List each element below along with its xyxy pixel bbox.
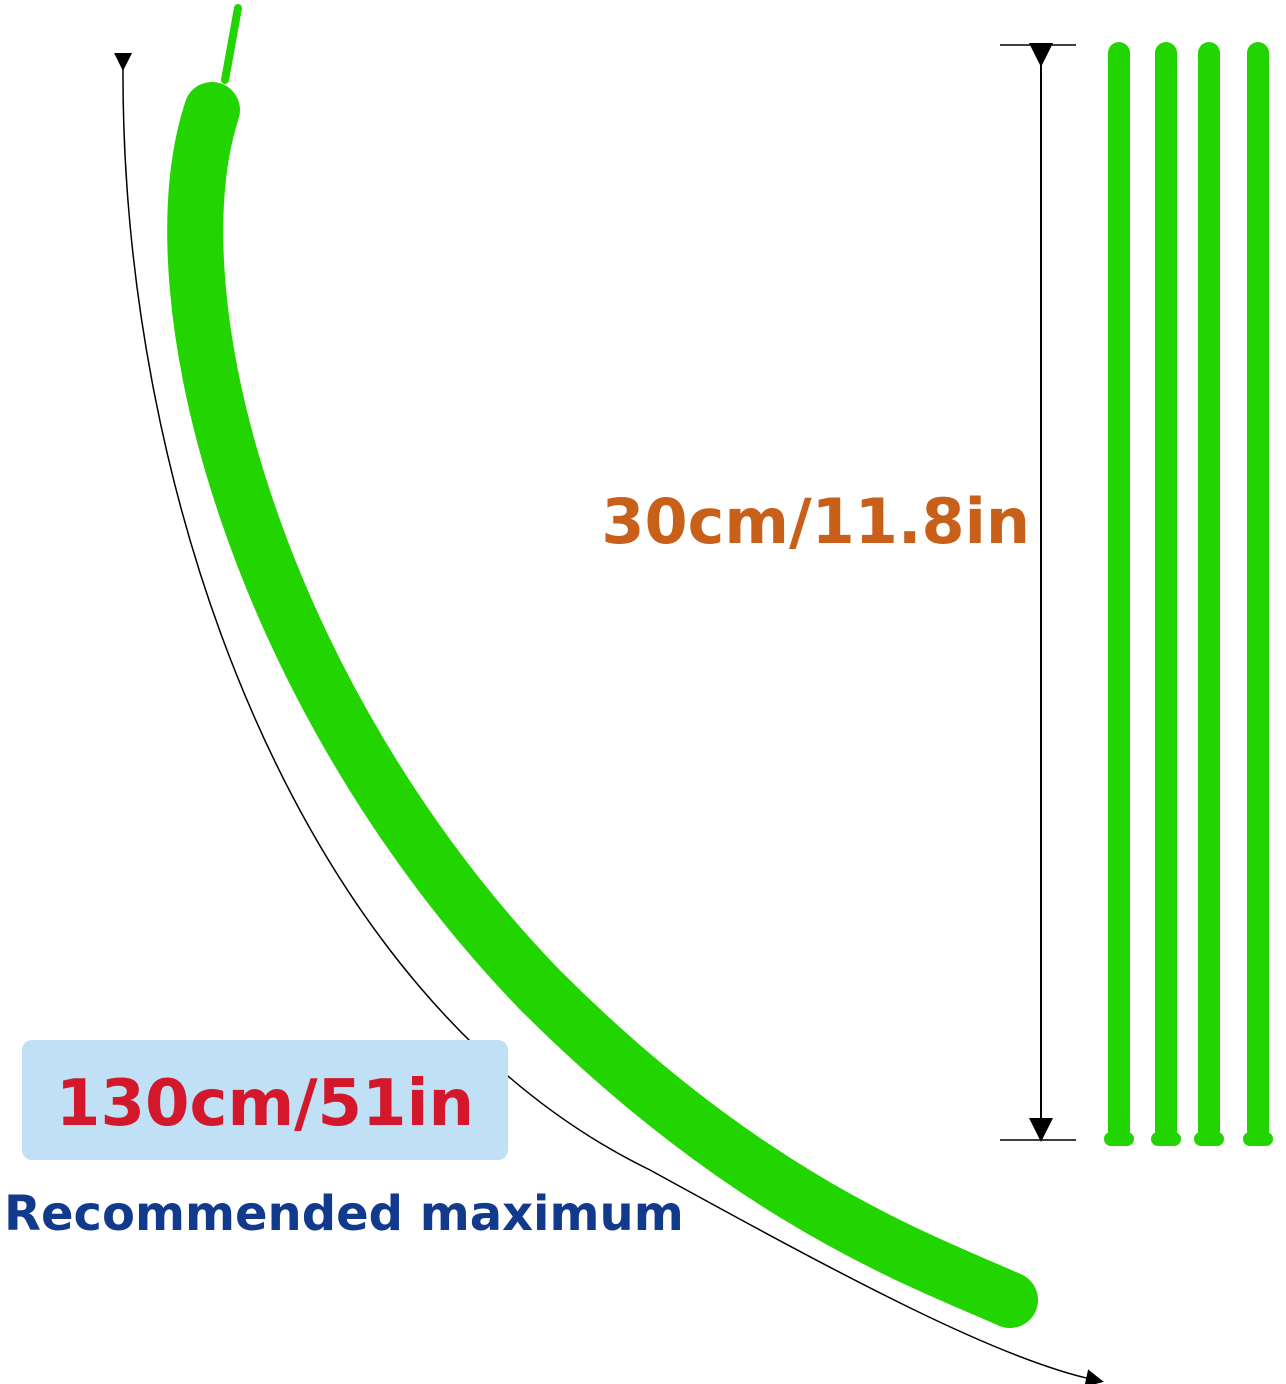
flat-balloon <box>1247 42 1269 1142</box>
flat-balloon <box>1108 42 1130 1142</box>
flat-balloon <box>1198 42 1220 1142</box>
note: Recommended maximum <box>4 1186 684 1242</box>
inflated-length-label: 130cm/51in <box>56 1067 474 1141</box>
length-arrow <box>114 52 1104 1384</box>
balloon-tip <box>1005 1295 1030 1315</box>
inflated-balloon <box>167 82 1038 1328</box>
uninflated-length-label: 30cm/11.8in <box>601 485 1030 558</box>
flat-balloon <box>1155 42 1177 1142</box>
label-box <box>22 1040 508 1160</box>
balloon-neck <box>1243 1132 1273 1146</box>
flat-balloons <box>1104 42 1273 1146</box>
balloon-neck <box>1151 1132 1181 1146</box>
balloon-neck <box>1194 1132 1224 1146</box>
balloon-neck <box>1104 1132 1134 1146</box>
balloon-nozzle <box>221 4 242 84</box>
